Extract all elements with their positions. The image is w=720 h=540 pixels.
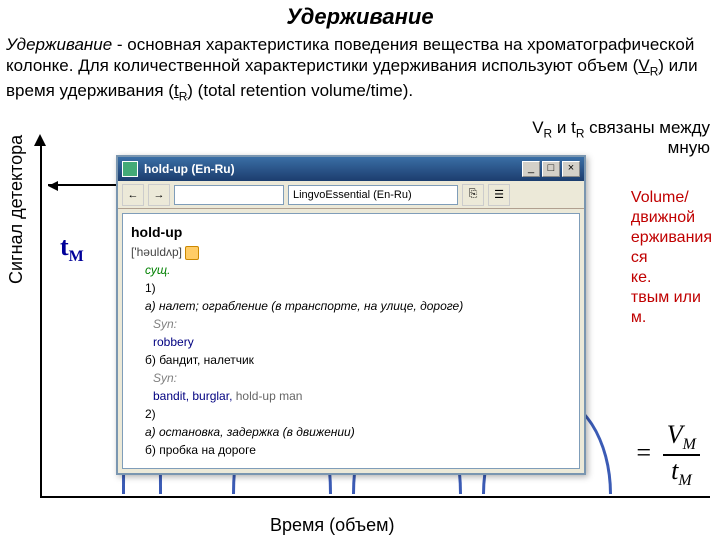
app-icon [122,161,138,177]
tm-label: tM [60,232,84,266]
toolbar: ← → ⎘ ☰ [118,181,584,209]
synonym-bandit[interactable]: bandit [153,389,186,403]
synonym-robbery[interactable]: robbery [153,333,571,351]
dictionary-window: hold-up (En-Ru) _ □ × ← → ⎘ ☰ hold-up ['… [116,155,586,475]
toolbar-icon-1[interactable]: ⎘ [462,184,484,206]
syn-label-2: Syn: [153,369,571,387]
phonetic: ['həuldʌp] [131,245,182,259]
nav-back-button[interactable]: ← [122,184,144,206]
close-button[interactable]: × [562,161,580,177]
x-axis-label: Время (объем) [270,515,395,536]
synonym-burglar[interactable]: burglar [192,389,229,403]
maximize-button[interactable]: □ [542,161,560,177]
headword: hold-up [131,222,571,243]
minimize-button[interactable]: _ [522,161,540,177]
dictionary-select[interactable] [288,185,458,205]
toolbar-icon-2[interactable]: ☰ [488,184,510,206]
y-axis-arrow [34,134,46,146]
synonyms-2: bandit, burglar, hold-up man [153,387,571,405]
titlebar[interactable]: hold-up (En-Ru) _ □ × [118,157,584,181]
cut-red-text: Volume/ движной ерживания ся ке. твым ил… [631,188,712,328]
equation: = VM tM [635,420,704,490]
y-axis-label: Сигнал детектора [6,135,27,284]
sense-1: 1) [145,279,571,297]
sense-1a: а) налет; ограбление (в транспорте, на у… [145,297,571,315]
window-title: hold-up (En-Ru) [144,162,522,176]
page-title: Удерживание [0,0,720,34]
lead-word: Удерживание [6,35,112,54]
search-input[interactable] [174,185,284,205]
entry-content: hold-up ['həuldʌp] сущ. 1) а) налет; огр… [122,213,580,469]
part-of-speech: сущ. [145,261,571,279]
syn-label-1: Syn: [153,315,571,333]
synonym-holdupman[interactable]: hold-up man [236,389,303,403]
sense-1b: б) бандит, налетчик [145,351,571,369]
nav-forward-button[interactable]: → [148,184,170,206]
sense-2: 2) [145,405,571,423]
sound-icon[interactable] [185,246,199,260]
intro-paragraph: Удерживание - основная характеристика по… [0,34,720,104]
sense-2a: а) остановка, задержка (в движении) [145,423,571,441]
sense-2b: б) пробка на дороге [145,441,571,459]
